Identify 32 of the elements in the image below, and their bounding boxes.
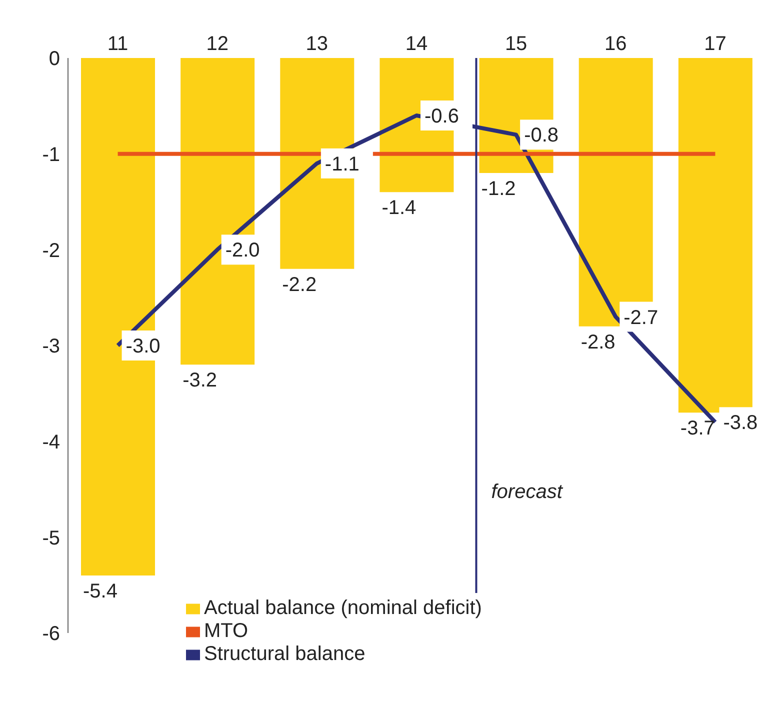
- x-tick-label: 13: [306, 33, 328, 55]
- data-label: -2.8: [580, 331, 616, 354]
- data-label: -2.2: [282, 274, 317, 296]
- y-tick-label: -1: [42, 144, 60, 166]
- x-tick-label: 12: [206, 33, 228, 55]
- ref-line-label: forecast: [491, 481, 564, 503]
- data-label: -1.2: [481, 178, 516, 200]
- data-label: -3.0: [126, 336, 160, 358]
- legend-label: MTO: [204, 620, 248, 642]
- data-label: -1.1: [324, 153, 360, 176]
- y-tick-label: 0: [48, 48, 60, 70]
- x-tick-label: 14: [405, 33, 428, 55]
- data-label: -3.2: [182, 370, 218, 392]
- data-label: -3.7: [680, 418, 715, 440]
- y-tick-label: -2: [42, 240, 60, 262]
- y-tick-label: -5: [42, 527, 60, 550]
- data-label: -0.6: [424, 106, 459, 128]
- x-tick-label: 16: [604, 33, 627, 55]
- x-tick-label: 11: [107, 33, 128, 55]
- data-label: -1.4: [382, 197, 416, 220]
- legend-label: Actual balance (nominal deficit): [204, 597, 482, 619]
- y-tick-label: -6: [42, 623, 60, 646]
- legend-label: Structural balance: [204, 643, 366, 665]
- data-label: -3.8: [723, 412, 758, 434]
- data-label: -5.4: [83, 580, 118, 602]
- y-tick-label: -3: [42, 336, 60, 358]
- data-label: -0.8: [524, 124, 559, 147]
- data-label: -2.0: [225, 240, 260, 262]
- data-label: -2.7: [624, 306, 658, 329]
- y-tick-label: -4: [42, 431, 60, 454]
- x-tick-label: 17: [704, 33, 726, 55]
- x-tick-label: 15: [504, 33, 528, 55]
